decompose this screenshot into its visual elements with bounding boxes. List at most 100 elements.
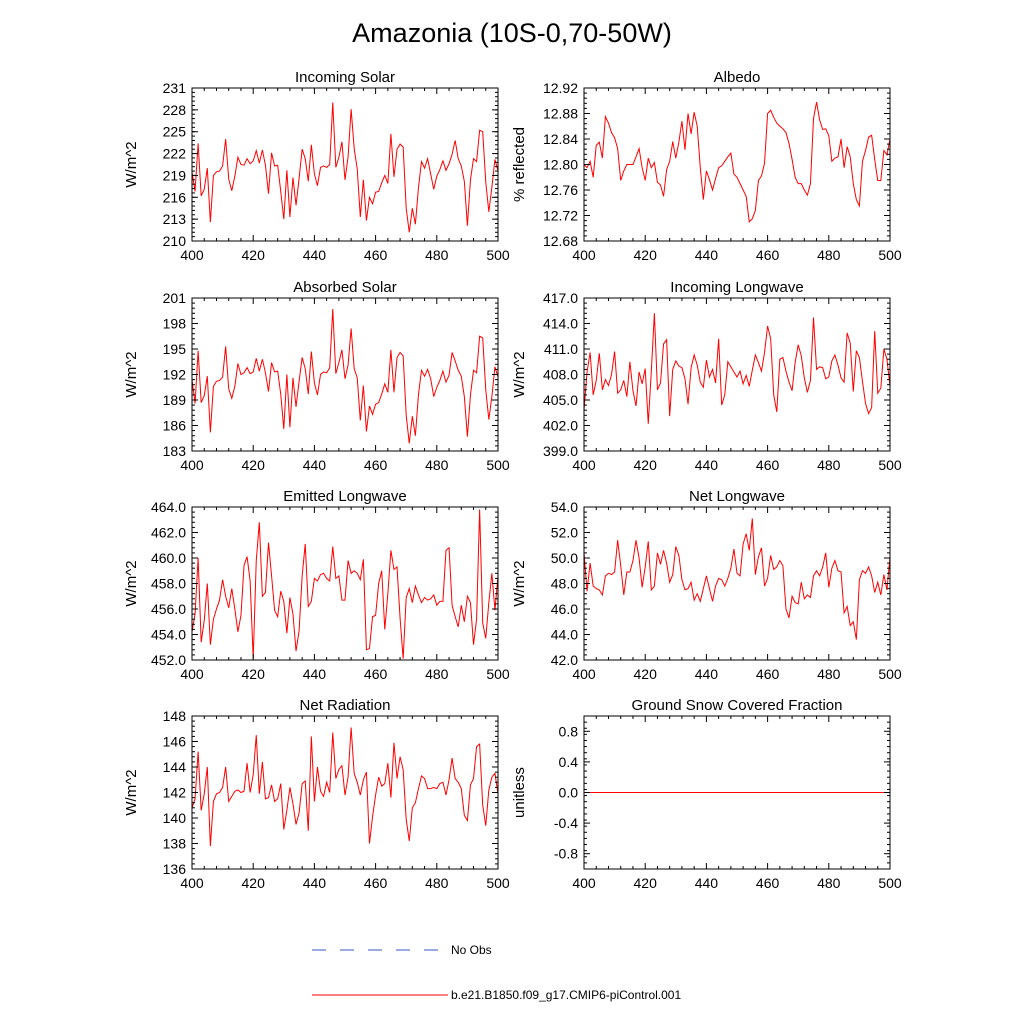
chart-7-xtick-label-0: 400 xyxy=(572,875,596,891)
chart-5-xtick-label-4: 480 xyxy=(817,666,841,682)
chart-3-series-line-0 xyxy=(583,313,891,424)
chart-4-xtick-label-3: 460 xyxy=(364,666,388,682)
chart-0-ytick-label-0: 210 xyxy=(163,233,187,249)
chart-6-title: Net Radiation xyxy=(300,697,391,714)
chart-5-ytick-label-0: 42.0 xyxy=(551,652,578,668)
chart-4-ytick-label-1: 454.0 xyxy=(151,627,186,643)
chart-1-xtick-label-2: 440 xyxy=(695,247,719,263)
chart-7-ytick-label-3: 0.4 xyxy=(559,754,579,770)
chart-7-ytick-label-0: -0.8 xyxy=(554,846,578,862)
chart-2-title: Absorbed Solar xyxy=(293,279,396,296)
chart-2-ytick-label-2: 189 xyxy=(163,392,187,408)
chart-1-ytick-label-3: 12.80 xyxy=(543,157,578,173)
chart-6-ylabel: W/m^2 xyxy=(123,769,140,815)
chart-3-title: Incoming Longwave xyxy=(670,279,803,296)
chart-2-ytick-label-0: 183 xyxy=(163,443,187,459)
chart-7-xtick-label-5: 500 xyxy=(878,875,902,891)
chart-7: Ground Snow Covered Fraction unitless 400 4… xyxy=(511,697,902,891)
chart-2-xtick-label-4: 480 xyxy=(425,457,449,473)
chart-6-series-line-0 xyxy=(191,727,499,847)
chart-2-xtick-label-1: 420 xyxy=(242,457,266,473)
legend: No Obs b.e21.B1850.f09_g17.CMIP6-piContr… xyxy=(312,943,681,1002)
chart-4-ytick-label-3: 458.0 xyxy=(151,576,186,592)
chart-1: Albedo % reflected 400 420 440 460 480 500 12.68… xyxy=(511,69,902,263)
chart-5-xtick-label-3: 460 xyxy=(756,666,780,682)
chart-2-xtick-label-3: 460 xyxy=(364,457,388,473)
chart-0-xtick-label-2: 440 xyxy=(303,247,327,263)
chart-0-xtick-label-5: 500 xyxy=(486,247,510,263)
chart-7-xtick-label-3: 460 xyxy=(756,875,780,891)
chart-3-ylabel: W/m^2 xyxy=(511,351,528,397)
chart-4-title: Emitted Longwave xyxy=(283,488,406,505)
chart-2-ytick-label-6: 201 xyxy=(163,290,187,306)
panels: Incoming Solar W/m^2 400 420 440 460 480 500 210… xyxy=(123,69,902,891)
chart-5-ylabel: W/m^2 xyxy=(511,560,528,606)
chart-0-title: Incoming Solar xyxy=(295,69,395,86)
chart-3-xtick-label-3: 460 xyxy=(756,457,780,473)
chart-1-xtick-label-0: 400 xyxy=(572,247,596,263)
chart-4-ytick-label-0: 452.0 xyxy=(151,652,186,668)
chart-1-series-line-0 xyxy=(583,101,891,223)
chart-4-series-line-0 xyxy=(191,509,499,659)
chart-3: Incoming Longwave W/m^2 400 420 440 460 480 500… xyxy=(511,279,902,473)
chart-3-ytick-label-3: 408.0 xyxy=(543,367,578,383)
chart-2: Absorbed Solar W/m^2 400 420 440 460 480 500 183… xyxy=(123,279,510,473)
chart-6-ytick-label-0: 136 xyxy=(163,861,187,877)
chart-5-ytick-label-3: 48.0 xyxy=(551,576,578,592)
chart-0-xtick-label-1: 420 xyxy=(242,247,266,263)
chart-4: Emitted Longwave W/m^2 400 420 440 460 480 500 4… xyxy=(123,488,510,682)
chart-1-xtick-label-4: 480 xyxy=(817,247,841,263)
chart-4-ytick-label-5: 462.0 xyxy=(151,525,186,541)
chart-3-ytick-label-0: 399.0 xyxy=(543,443,578,459)
chart-1-xtick-label-5: 500 xyxy=(878,247,902,263)
chart-2-ytick-label-1: 186 xyxy=(163,418,187,434)
chart-1-ytick-label-0: 12.68 xyxy=(543,233,578,249)
chart-0-xtick-label-4: 480 xyxy=(425,247,449,263)
chart-3-xtick-label-4: 480 xyxy=(817,457,841,473)
chart-7-xtick-label-2: 440 xyxy=(695,875,719,891)
chart-2-ytick-label-5: 198 xyxy=(163,316,187,332)
chart-3-ytick-label-2: 405.0 xyxy=(543,392,578,408)
chart-5-title: Net Longwave xyxy=(689,488,785,505)
chart-7-ylabel: unitless xyxy=(511,767,528,818)
chart-3-ytick-label-6: 417.0 xyxy=(543,290,578,306)
chart-6-xtick-label-1: 420 xyxy=(242,875,266,891)
chart-7-xtick-label-1: 420 xyxy=(634,875,658,891)
chart-2-xtick-label-5: 500 xyxy=(486,457,510,473)
chart-5-xtick-label-0: 400 xyxy=(572,666,596,682)
chart-0-ytick-label-2: 216 xyxy=(163,189,187,205)
chart-7-ytick-label-4: 0.8 xyxy=(559,723,579,739)
chart-0-ytick-label-4: 222 xyxy=(163,146,187,162)
chart-0-xtick-label-0: 400 xyxy=(180,247,204,263)
chart-0-ytick-label-7: 231 xyxy=(163,80,187,96)
chart-2-ytick-label-4: 195 xyxy=(163,341,187,357)
chart-1-ytick-label-5: 12.88 xyxy=(543,106,578,122)
chart-6-xtick-label-0: 400 xyxy=(180,875,204,891)
chart-0-ylabel: W/m^2 xyxy=(123,141,140,187)
chart-0-xtick-label-3: 460 xyxy=(364,247,388,263)
chart-3-ytick-label-4: 411.0 xyxy=(544,341,578,357)
chart-3-xtick-label-0: 400 xyxy=(572,457,596,473)
chart-0-ytick-label-6: 228 xyxy=(163,102,187,118)
chart-1-ytick-label-6: 12.92 xyxy=(543,80,578,96)
chart-7-ytick-label-2: 0.0 xyxy=(559,785,579,801)
chart-0-frame xyxy=(191,87,499,242)
legend-model-label: b.e21.B1850.f09_g17.CMIP6-piControl.001 xyxy=(451,988,681,1002)
chart-1-ytick-label-4: 12.84 xyxy=(543,131,578,147)
chart-5-frame xyxy=(583,506,891,661)
chart-2-series-line-0 xyxy=(191,309,499,444)
legend-obs-label: No Obs xyxy=(451,943,492,957)
chart-7-ytick-label-1: -0.4 xyxy=(554,815,578,831)
chart-5-ytick-label-5: 52.0 xyxy=(551,525,578,541)
chart-5-xtick-label-2: 440 xyxy=(695,666,719,682)
chart-6-xtick-label-3: 460 xyxy=(364,875,388,891)
chart-1-xtick-label-3: 460 xyxy=(756,247,780,263)
chart-4-xtick-label-5: 500 xyxy=(486,666,510,682)
chart-0-series-line-0 xyxy=(191,102,499,233)
chart-4-ytick-label-4: 460.0 xyxy=(151,550,186,566)
chart-3-ytick-label-5: 414.0 xyxy=(543,316,578,332)
chart-4-frame xyxy=(191,506,499,661)
chart-3-xtick-label-1: 420 xyxy=(634,457,658,473)
chart-5: Net Longwave W/m^2 400 420 440 460 480 500 42.0 4… xyxy=(511,488,902,682)
chart-4-xtick-label-0: 400 xyxy=(180,666,204,682)
